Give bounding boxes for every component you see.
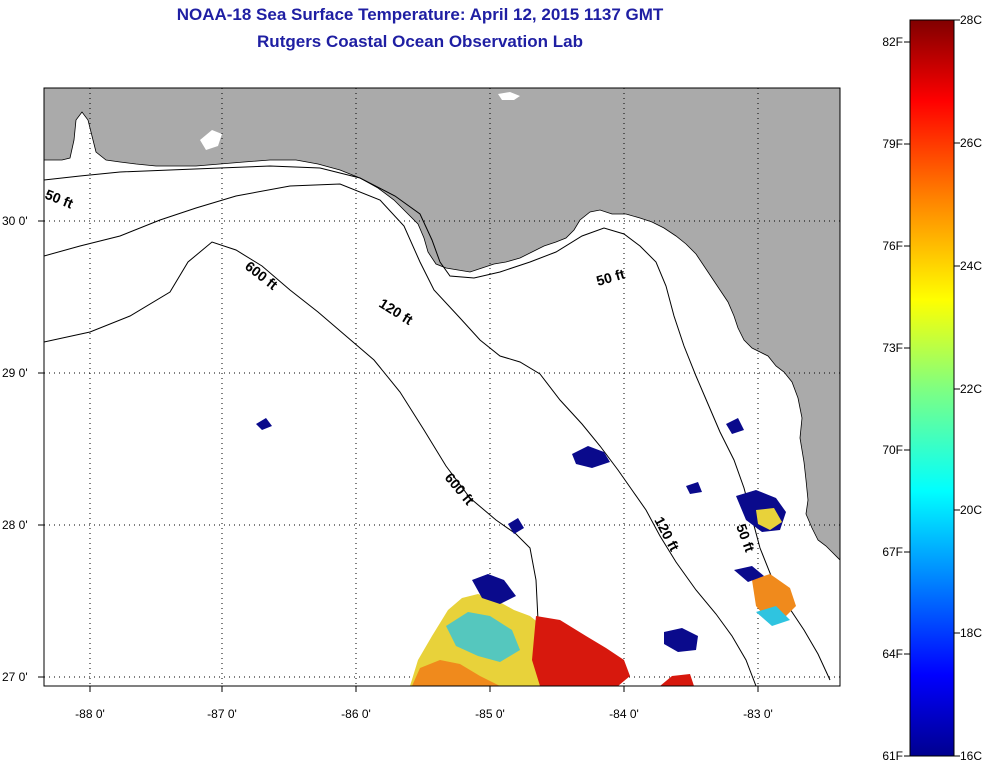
sst-patch-coast-yellow [756,508,782,530]
lon-label-87: -87 0' [207,707,237,721]
lon-label-84: -84 0' [609,707,639,721]
colorbar-c-label: 16C [960,749,982,763]
colorbar-f-label: 76F [882,239,903,253]
sst-patch-blue-mid [664,628,698,652]
lon-label-88: -88 0' [75,707,105,721]
lake-feature [498,92,520,100]
sst-patch-coast-orange [752,574,796,620]
sst-data-layer [256,418,796,686]
bay-feature [200,130,222,150]
colorbar-f-label: 82F [882,35,903,49]
colorbar-f-label: 79F [882,137,903,151]
lat-label-29: 29 0' [2,366,28,380]
lat-label-27: 27 0' [2,670,28,684]
contour-label-50-east: 50 ft [594,265,626,288]
land-mass [44,88,840,561]
colorbar-f-label: 73F [882,341,903,355]
sst-patch-blue-dot2 [508,518,524,534]
contour-120ft [44,183,757,686]
colorbar-c-label: 26C [960,136,982,150]
sst-patch-blue-dot1 [256,418,272,430]
sst-patch-coast-blue2 [734,566,764,582]
sst-patch-orange [412,660,500,686]
contour-600ft [44,241,539,686]
lon-label-85: -85 0' [475,707,505,721]
sst-patch-blue-dot4 [726,418,744,434]
map-title: NOAA-18 Sea Surface Temperature: April 1… [176,5,664,24]
colorbar-f-label: 70F [882,443,903,457]
lon-label-86: -86 0' [341,707,371,721]
colorbar-c-label: 22C [960,382,982,396]
colorbar-f-label: 67F [882,545,903,559]
sst-patch-blue-shelf [572,446,610,468]
colorbar-f-label: 61F [882,749,903,763]
sst-patch-blue-south [472,574,516,604]
axis-ticks [38,220,759,692]
colorbar-c-label: 20C [960,503,982,517]
map-border [43,87,841,687]
map-subtitle: Rutgers Coastal Ocean Observation Lab [257,32,583,51]
sst-patch-red-core [532,616,630,686]
sst-patch-blue-dot3 [686,482,702,494]
lat-label-28: 28 0' [2,518,28,532]
colorbar-f-label: 64F [882,647,903,661]
sst-patch-cyan [446,612,520,662]
colorbar-c-label: 18C [960,626,982,640]
sst-patch-red-small [660,674,694,686]
colorbar [909,19,955,757]
colorbar-c-label: 28C [960,13,982,27]
colorbar-ticks [904,19,960,757]
sst-patch-coast-cyan [756,606,790,626]
colorbar-c-label: 24C [960,259,982,273]
lat-label-30: 30 0' [2,214,28,228]
lon-label-83: -83 0' [743,707,773,721]
